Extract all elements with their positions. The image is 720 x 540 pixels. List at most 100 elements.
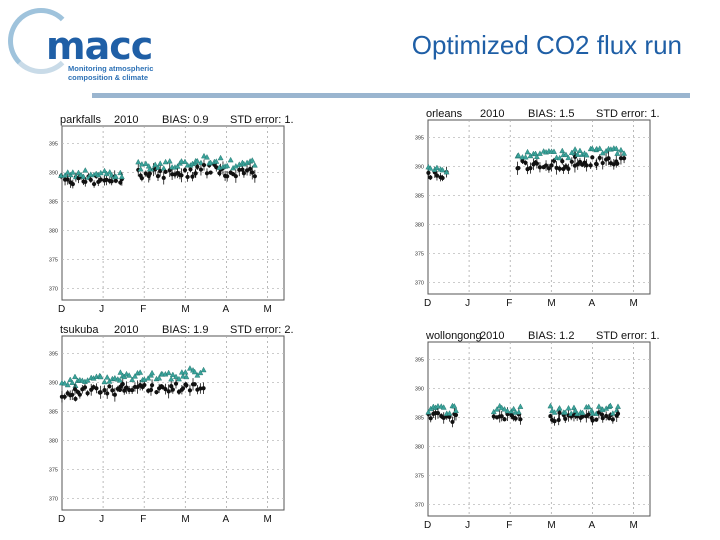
x-tick-label: M (181, 304, 189, 314)
chart-bias-label: BIAS: 1.2 (528, 330, 574, 342)
observation-point (237, 167, 242, 173)
observation-point (105, 391, 110, 396)
observation-point (563, 416, 568, 422)
chart-station-label: tsukuba (60, 324, 99, 336)
chart-year-label: 2010 (480, 330, 504, 342)
logo-tagline-line-2: composition & climate (68, 73, 149, 82)
observation-point (147, 171, 152, 176)
y-tick-label: 395 (415, 135, 424, 141)
model-point (596, 145, 603, 151)
chart-bias-label: BIAS: 0.9 (162, 114, 208, 126)
chart-year-label: 2010 (114, 324, 138, 336)
observation-point (233, 174, 238, 179)
y-tick-label: 370 (49, 286, 58, 292)
x-tick-label: F (140, 304, 146, 314)
observation-point (173, 381, 179, 386)
observation-point (163, 169, 168, 174)
observation-point (148, 387, 154, 393)
observation-point (241, 171, 247, 176)
model-point (198, 159, 204, 166)
observation-point (182, 168, 188, 173)
model-point (224, 162, 231, 169)
y-tick-label: 390 (415, 386, 424, 392)
model-point (522, 154, 529, 160)
model-point (101, 167, 108, 174)
observation-point (428, 416, 433, 421)
y-tick-label: 370 (49, 496, 58, 502)
model-point (227, 156, 234, 163)
model-point (87, 171, 94, 177)
observation-point (183, 382, 188, 387)
observation-point (588, 163, 593, 168)
observation-point (499, 414, 504, 419)
x-tick-label: D (58, 304, 65, 314)
model-point (494, 406, 500, 412)
model-point (138, 161, 145, 167)
observation-point (62, 394, 67, 399)
observation-point (590, 418, 595, 423)
model-point (427, 165, 434, 171)
model-point (126, 372, 133, 378)
model-point (155, 164, 161, 170)
model-point (249, 157, 256, 163)
observation-point (566, 166, 571, 171)
model-point (613, 145, 620, 151)
y-tick-label: 380 (49, 438, 58, 444)
model-point (64, 381, 71, 388)
model-point (160, 165, 167, 171)
observation-point (621, 156, 627, 161)
observation-point (169, 384, 174, 389)
observation-point (163, 386, 168, 392)
y-tick-label: 375 (49, 257, 58, 263)
x-tick-label: F (506, 298, 512, 308)
observation-point (73, 396, 78, 401)
observation-point (149, 383, 155, 388)
y-tick-label: 375 (49, 467, 58, 473)
observation-point (204, 171, 210, 176)
plot-frame (427, 119, 651, 295)
y-tick-label: 380 (415, 222, 424, 228)
observation-point (599, 412, 605, 417)
observation-point (518, 417, 523, 422)
observation-point (170, 387, 175, 392)
logo-ring-icon (8, 8, 74, 74)
model-point (595, 403, 602, 409)
model-point (117, 369, 124, 375)
observation-point (120, 382, 125, 387)
observation-point (72, 387, 78, 392)
observation-point (91, 181, 97, 187)
observation-point (187, 388, 193, 393)
observation-point (208, 170, 213, 175)
chart-tsukuba: tsukuba 2010 BIAS: 1.9 STD error: 2.2 D J F M A M… (49, 324, 294, 524)
model-point (72, 373, 78, 380)
observation-point (142, 382, 147, 388)
observation-point (434, 173, 440, 178)
model-point (62, 172, 69, 178)
observation-point (154, 390, 159, 395)
model-point (213, 158, 220, 164)
model-point (618, 146, 624, 153)
chart-year-label: 2010 (480, 108, 504, 120)
model-point (157, 160, 164, 166)
observation-point (523, 160, 528, 165)
model-point (451, 403, 458, 409)
model-point (67, 376, 74, 383)
y-tick-label: 370 (415, 502, 424, 508)
model-point (579, 409, 586, 416)
observation-point (225, 174, 230, 179)
y-tick-label: 390 (49, 380, 58, 386)
observation-point (127, 387, 132, 393)
observation-point (217, 171, 222, 176)
observation-point (198, 167, 204, 172)
observation-point (198, 386, 203, 391)
x-tick-label: F (140, 514, 146, 524)
observation-point (240, 167, 245, 172)
x-tick-label: M (264, 514, 272, 524)
model-point (106, 169, 113, 175)
model-point (589, 145, 596, 151)
observation-point (534, 161, 539, 166)
model-point (517, 403, 524, 409)
observation-point (143, 171, 148, 176)
observation-point (600, 160, 605, 166)
model-point (200, 366, 207, 373)
